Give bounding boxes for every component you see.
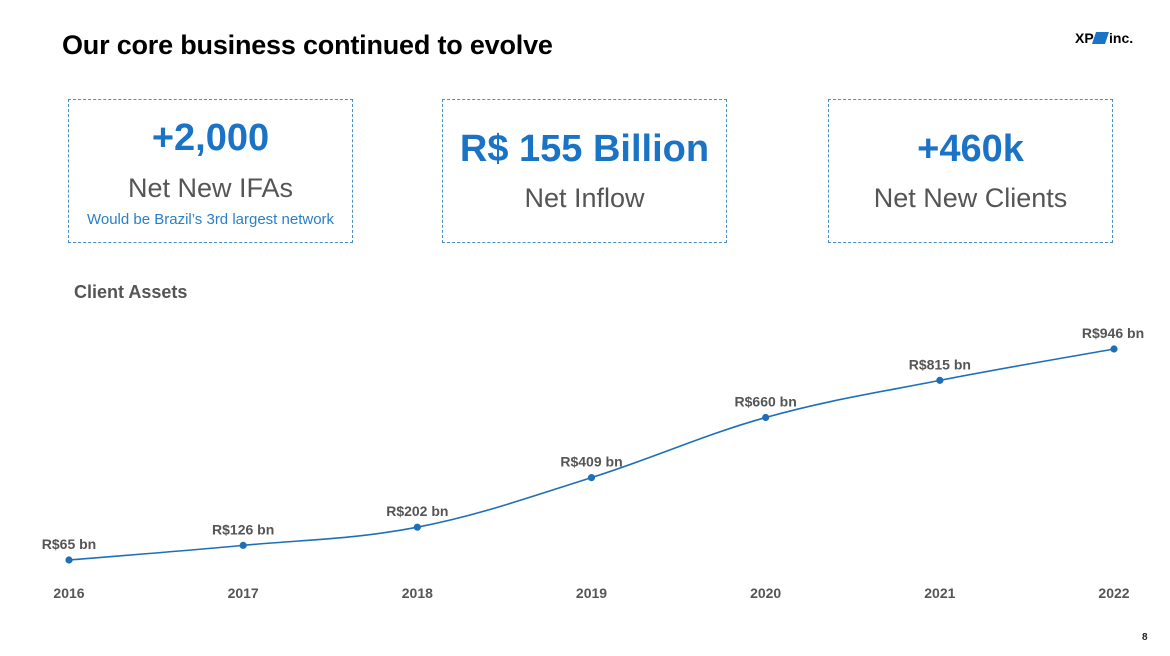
data-point [1110, 345, 1118, 353]
kpi-value: R$ 155 Billion [459, 128, 710, 170]
data-label: R$202 bn [386, 503, 448, 519]
data-label: R$946 bn [1082, 325, 1144, 341]
svg-text:inc.: inc. [1109, 30, 1133, 46]
x-tick-label: 2016 [53, 585, 84, 601]
kpi-card-inflow: R$ 155 Billion Net Inflow [442, 99, 727, 243]
xp-inc-logo: XP inc. [1075, 30, 1133, 46]
data-label: R$815 bn [909, 356, 971, 372]
kpi-value: +2,000 [151, 117, 270, 159]
data-point [65, 556, 73, 564]
data-label: R$126 bn [212, 521, 274, 537]
data-point [413, 523, 421, 531]
kpi-card-ifas: +2,000 Net New IFAs Would be Brazil’s 3r… [68, 99, 353, 243]
kpi-label: Net New Clients [873, 183, 1068, 213]
data-label: R$660 bn [735, 393, 797, 409]
x-tick-label: 2019 [576, 585, 607, 601]
page-title: Our core business continued to evolve [62, 30, 553, 60]
data-label: R$65 bn [42, 536, 96, 552]
x-tick-label: 2018 [402, 585, 433, 601]
data-point [936, 376, 944, 384]
kpi-note: Would be Brazil’s 3rd largest network [86, 211, 335, 228]
x-tick-label: 2021 [924, 585, 955, 601]
x-tick-label: 2020 [750, 585, 781, 601]
kpi-value: +460k [917, 128, 1024, 170]
kpi-label: Net New IFAs [127, 173, 294, 203]
data-point [239, 541, 247, 549]
kpi-card-clients: +460k Net New Clients [828, 99, 1113, 243]
x-tick-label: 2017 [228, 585, 259, 601]
chart-title: Client Assets [74, 282, 188, 302]
x-tick-label: 2022 [1098, 585, 1129, 601]
data-point [762, 413, 770, 422]
page-number: 8 [1142, 632, 1148, 643]
kpi-label: Net Inflow [524, 183, 645, 213]
data-label: R$409 bn [560, 454, 622, 470]
data-point [587, 474, 596, 482]
svg-text:XP: XP [1075, 30, 1094, 46]
